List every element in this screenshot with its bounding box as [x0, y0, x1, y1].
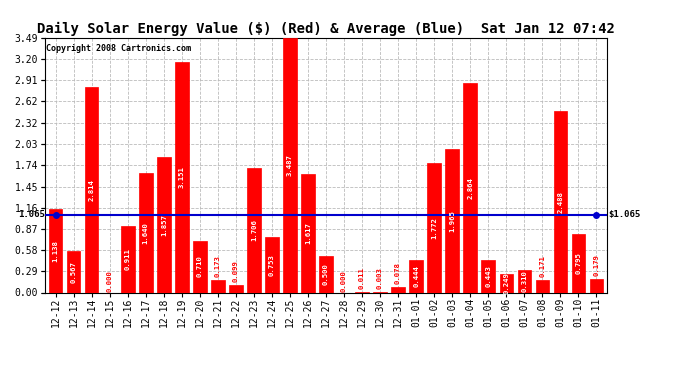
- Bar: [67, 251, 81, 292]
- Text: 0.567: 0.567: [70, 261, 77, 283]
- Bar: [49, 209, 62, 292]
- Text: 0.500: 0.500: [323, 263, 329, 285]
- Text: 0.000: 0.000: [341, 270, 347, 292]
- Bar: [535, 280, 549, 292]
- Bar: [391, 287, 405, 292]
- Bar: [85, 87, 99, 292]
- Text: 0.753: 0.753: [269, 254, 275, 276]
- Bar: [571, 234, 585, 292]
- Bar: [409, 260, 423, 292]
- Text: 0.011: 0.011: [359, 267, 365, 289]
- Bar: [446, 149, 459, 292]
- Text: 0.173: 0.173: [215, 255, 221, 277]
- Text: 1.640: 1.640: [143, 222, 149, 243]
- Text: 2.488: 2.488: [558, 190, 563, 213]
- Bar: [482, 260, 495, 292]
- Text: 1.706: 1.706: [251, 219, 257, 241]
- Text: 2.864: 2.864: [467, 177, 473, 199]
- Text: 3.151: 3.151: [179, 166, 185, 188]
- Bar: [229, 285, 243, 292]
- Text: 1.965: 1.965: [449, 210, 455, 232]
- Bar: [464, 83, 477, 292]
- Text: 0.443: 0.443: [485, 266, 491, 287]
- Text: 0.078: 0.078: [395, 262, 401, 284]
- Text: 2.814: 2.814: [89, 179, 95, 201]
- Text: 1.138: 1.138: [52, 240, 59, 262]
- Bar: [319, 256, 333, 292]
- Text: 0.911: 0.911: [125, 248, 131, 270]
- Bar: [175, 62, 188, 292]
- Title: Daily Solar Energy Value ($) (Red) & Average (Blue)  Sat Jan 12 07:42: Daily Solar Energy Value ($) (Red) & Ave…: [37, 22, 615, 36]
- Text: 0.099: 0.099: [233, 261, 239, 282]
- Text: 0.444: 0.444: [413, 266, 419, 287]
- Bar: [211, 280, 225, 292]
- Bar: [139, 172, 152, 292]
- Bar: [283, 38, 297, 292]
- Bar: [193, 241, 206, 292]
- Bar: [157, 157, 170, 292]
- Text: 1.857: 1.857: [161, 214, 167, 236]
- Text: 0.171: 0.171: [540, 255, 545, 277]
- Bar: [590, 279, 603, 292]
- Text: 1.772: 1.772: [431, 217, 437, 239]
- Bar: [247, 168, 261, 292]
- Text: 3.487: 3.487: [287, 154, 293, 176]
- Text: 0.310: 0.310: [521, 270, 527, 292]
- Text: 0.003: 0.003: [377, 267, 383, 290]
- Bar: [553, 111, 567, 292]
- Bar: [427, 163, 441, 292]
- Bar: [518, 270, 531, 292]
- Text: 0.710: 0.710: [197, 256, 203, 278]
- Text: 0.249: 0.249: [503, 273, 509, 294]
- Text: 0.179: 0.179: [593, 255, 600, 276]
- Text: 0.795: 0.795: [575, 252, 582, 274]
- Text: $1.065: $1.065: [608, 210, 640, 219]
- Bar: [121, 226, 135, 292]
- Text: 1.065: 1.065: [18, 210, 45, 219]
- Bar: [302, 174, 315, 292]
- Bar: [500, 274, 513, 292]
- Bar: [265, 237, 279, 292]
- Text: Copyright 2008 Cartronics.com: Copyright 2008 Cartronics.com: [46, 44, 191, 53]
- Text: 0.000: 0.000: [107, 270, 112, 292]
- Text: 1.617: 1.617: [305, 222, 311, 245]
